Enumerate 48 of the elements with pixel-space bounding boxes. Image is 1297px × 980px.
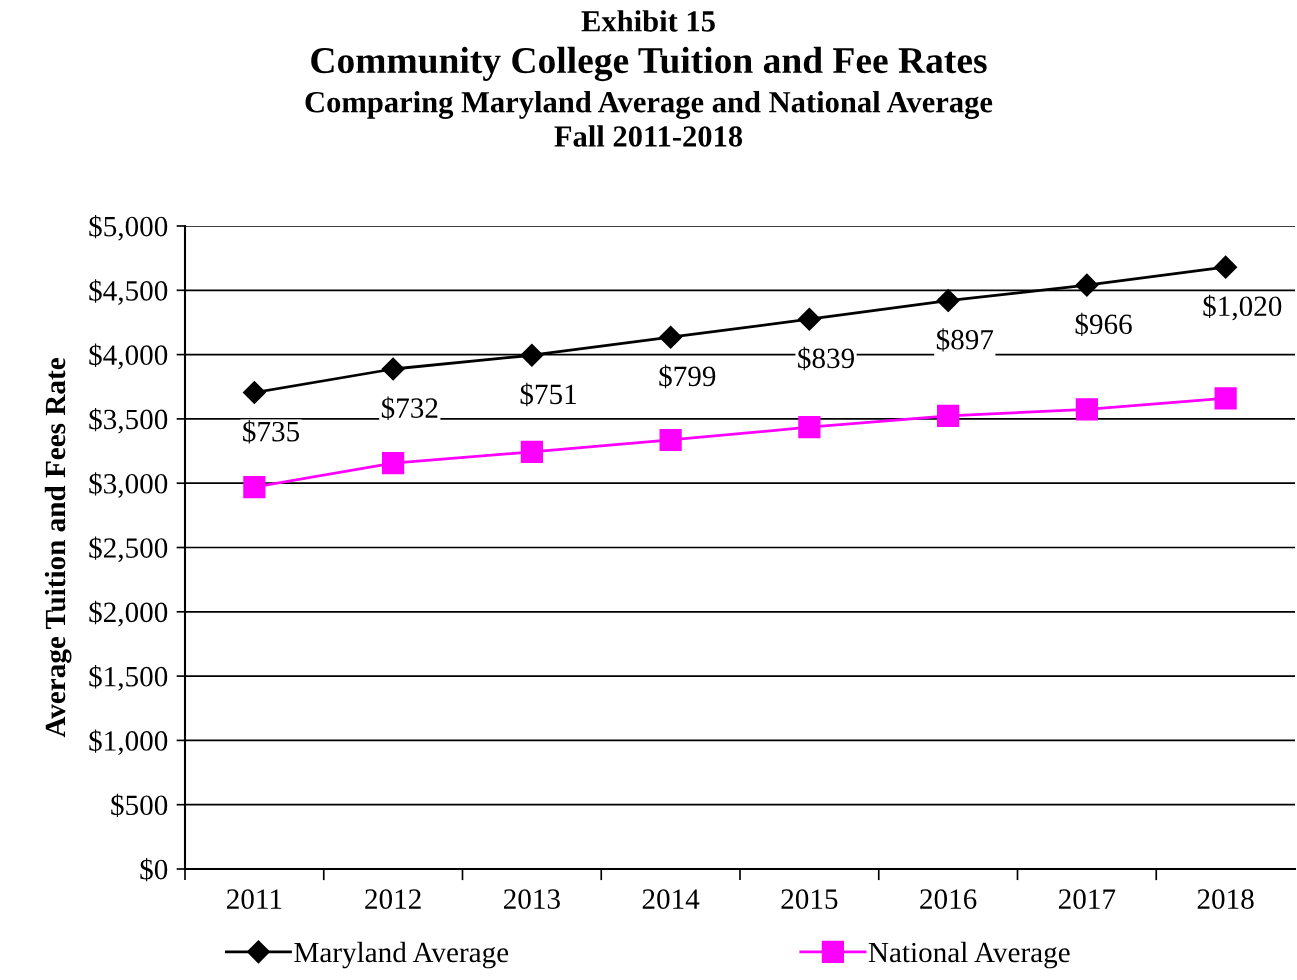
y-axis-title: Average Tuition and Fees Rate [44, 358, 72, 738]
chart-title: Exhibit 15 Community College Tuition and Fee Rates [311, 10, 987, 82]
point [382, 452, 405, 475]
x-tick-label: 2011 [227, 889, 282, 909]
x-tick-label: 2013 [503, 889, 560, 909]
annotation: $799 [659, 364, 716, 389]
point [381, 357, 405, 381]
point [659, 428, 682, 452]
y-tick-label: $3,500 [89, 407, 168, 434]
annotation: $751 [520, 382, 576, 407]
point [243, 475, 266, 499]
annotation: $735 [243, 420, 300, 444]
legend-label: Maryland Average [294, 941, 509, 969]
point [1214, 387, 1237, 410]
x-tick-label: 2016 [920, 889, 977, 909]
annotation: $732 [381, 396, 438, 420]
point [520, 343, 544, 367]
y-tick-label: $2,000 [89, 600, 168, 627]
y-tick-label: $4,500 [89, 279, 168, 305]
point [937, 404, 960, 428]
y-tick-label: $4,000 [89, 343, 168, 370]
y-tick-label: $1,500 [89, 665, 168, 691]
point [798, 416, 821, 439]
y-tick-label: $3,000 [89, 472, 168, 498]
x-tick-label: 2017 [1058, 889, 1116, 909]
point [1214, 255, 1238, 279]
x-tick-label: 2018 [1197, 889, 1254, 909]
point [1075, 273, 1099, 297]
y-tick-label: $1,000 [89, 729, 168, 755]
annotation: $966 [1075, 312, 1132, 337]
x-tick-label: 2014 [642, 889, 700, 909]
point [659, 325, 683, 349]
chart-subtitle: Comparing Maryland Average and National Average Fall 2011-2018 [305, 90, 993, 147]
annotation: $897 [936, 328, 994, 352]
legend-label: National Average [868, 941, 1070, 969]
x-tick-label: 2012 [365, 889, 421, 909]
point [936, 289, 960, 313]
y-tick-label: $2,500 [89, 536, 168, 563]
x-tick-label: 2015 [781, 889, 838, 909]
point [797, 307, 821, 331]
point [242, 381, 266, 405]
y-tick-label: $0 [140, 858, 168, 882]
annotation: $1,020 [1203, 294, 1282, 321]
point [520, 440, 543, 463]
point [1075, 398, 1098, 421]
annotation: $839 [798, 346, 855, 371]
y-tick-label: $5,000 [89, 215, 168, 241]
y-tick-label: $500 [111, 793, 168, 818]
